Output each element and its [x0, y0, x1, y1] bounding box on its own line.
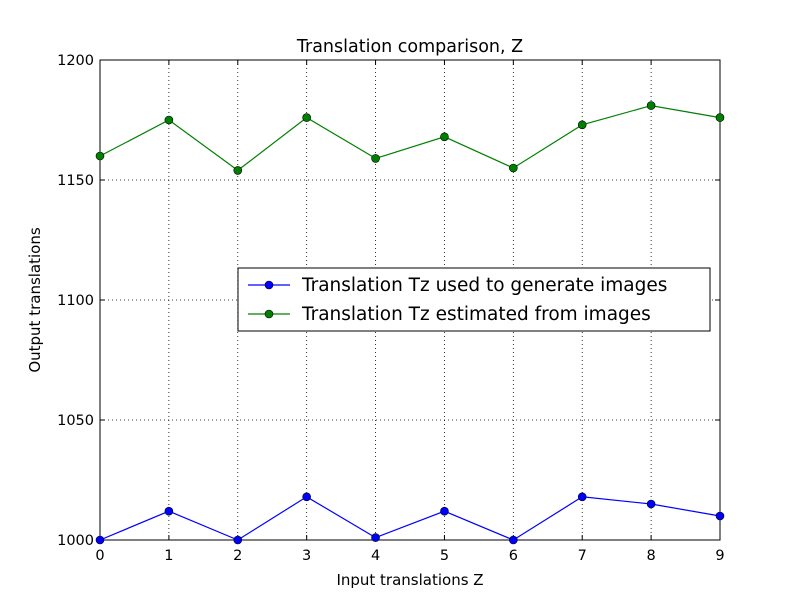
series-2-point	[647, 102, 655, 110]
series-2-point	[165, 116, 173, 124]
y-tick-label: 1150	[57, 173, 94, 189]
series-2-point	[372, 154, 380, 162]
x-tick-label: 9	[715, 548, 724, 564]
legend-marker	[265, 310, 273, 318]
y-tick-label: 1000	[57, 533, 94, 549]
series-2-point	[234, 166, 242, 174]
legend-marker	[265, 281, 273, 289]
x-tick-label: 7	[578, 548, 587, 564]
x-tick-label: 6	[509, 548, 518, 564]
series-2-line	[100, 106, 720, 171]
x-tick-label: 2	[233, 548, 242, 564]
series-1-point	[578, 493, 586, 501]
series-2-point	[578, 121, 586, 129]
series-1-point	[165, 507, 173, 515]
series-1-point	[303, 493, 311, 501]
series-2-point	[96, 152, 104, 160]
series-2-point	[303, 114, 311, 122]
series-1-point	[440, 507, 448, 515]
legend-label: Translation Tz used to generate images	[301, 275, 667, 296]
legend: Translation Tz used to generate images Tr…	[238, 268, 710, 331]
x-tick-label: 3	[302, 548, 311, 564]
series-2	[96, 102, 724, 175]
x-tick-label: 5	[440, 548, 449, 564]
series-2-point	[716, 114, 724, 122]
series-1	[96, 493, 724, 544]
x-tick-label: 0	[95, 548, 104, 564]
series-1-point	[647, 500, 655, 508]
x-tick-label: 8	[646, 548, 655, 564]
series-1-point	[234, 536, 242, 544]
series-1-point	[716, 512, 724, 520]
series-1-point	[96, 536, 104, 544]
series-2-point	[440, 133, 448, 141]
legend-label: Translation Tz estimated from images	[301, 304, 651, 325]
series-1-point	[372, 534, 380, 542]
x-axis-label: Input translations Z	[336, 571, 483, 589]
y-axis-label: Output translations	[26, 227, 44, 373]
y-tick-label: 1050	[57, 413, 94, 429]
y-tick-label: 1200	[57, 53, 94, 69]
series-1-point	[509, 536, 517, 544]
series-1-line	[100, 497, 720, 540]
x-tick-label: 4	[371, 548, 380, 564]
x-tick-label: 1	[164, 548, 173, 564]
series-2-point	[509, 164, 517, 172]
chart-title: Translation comparison, Z	[296, 37, 523, 57]
y-tick-label: 1100	[57, 293, 94, 309]
